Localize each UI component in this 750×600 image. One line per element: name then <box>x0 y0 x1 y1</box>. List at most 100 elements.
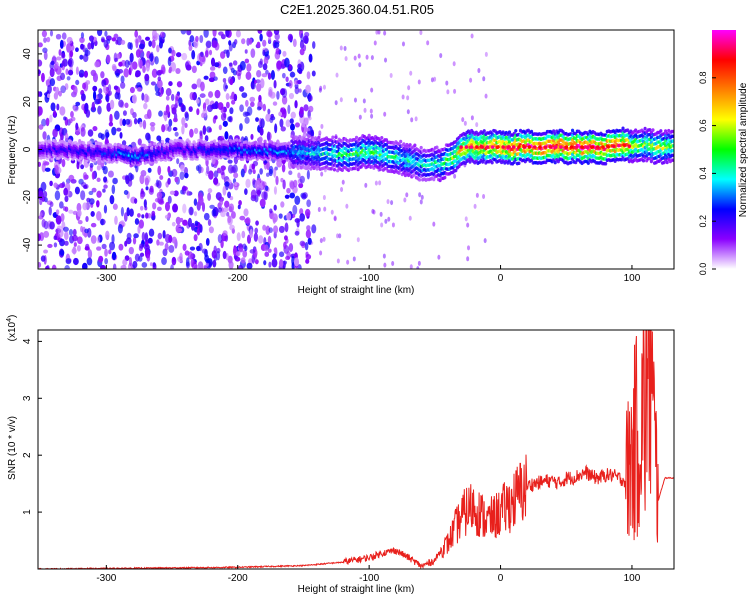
heatmap-cell <box>163 110 168 116</box>
heatmap-cell <box>386 199 390 205</box>
heatmap-cell <box>273 247 277 253</box>
heatmap-cell <box>290 111 296 119</box>
heatmap-cell <box>372 209 376 215</box>
heatmap-cell <box>333 215 337 221</box>
heatmap-cell <box>129 208 134 217</box>
heatmap-cell <box>231 99 236 105</box>
heatmap-cell <box>175 216 181 225</box>
heatmap-cell <box>239 85 245 92</box>
heatmap-cell <box>235 138 239 142</box>
heatmap-cell <box>527 145 532 149</box>
heatmap-cell <box>108 249 112 255</box>
heatmap-cell <box>300 32 304 42</box>
heatmap-cell <box>151 39 156 49</box>
heatmap-cell <box>49 221 55 230</box>
heatmap-cell <box>569 145 574 149</box>
heatmap-cell <box>249 249 256 254</box>
heatmap-cell <box>353 55 357 61</box>
heatmap-cell <box>469 145 474 149</box>
heatmap-cell <box>149 185 154 193</box>
heatmap-cell <box>193 211 198 217</box>
heatmap-cell <box>268 165 274 175</box>
x-tick-label: -300 <box>96 273 116 284</box>
heatmap-cell <box>269 91 276 99</box>
snr-y-label: SNR (10 * v/v) <box>7 416 18 480</box>
heatmap-cell <box>205 258 211 264</box>
snr-multiplier-base: (x10 <box>7 321 18 341</box>
heatmap-cell <box>197 261 204 269</box>
x-tick-label: 0 <box>498 273 504 284</box>
heatmap-cell <box>63 116 67 121</box>
heatmap-cell <box>143 244 150 251</box>
heatmap-cell <box>402 142 406 146</box>
heatmap-cell <box>90 40 95 50</box>
heatmap-cell <box>263 139 267 144</box>
heatmap-cell <box>84 102 89 112</box>
heatmap-cell <box>184 172 189 179</box>
heatmap-cell <box>280 177 284 183</box>
heatmap-cell <box>121 140 127 146</box>
heatmap-cell <box>75 122 79 131</box>
heatmap-cell <box>299 213 306 222</box>
heatmap-cell <box>391 222 395 228</box>
heatmap-cell <box>64 206 69 212</box>
heatmap-cell <box>75 47 79 52</box>
heatmap-cell <box>182 203 187 214</box>
heatmap-cell <box>201 202 206 212</box>
heatmap-cell <box>464 216 468 222</box>
heatmap-cell <box>100 71 105 79</box>
heatmap-cell <box>161 257 167 266</box>
heatmap-cell <box>222 120 228 127</box>
snr-multiplier-exponent: 4 <box>6 318 13 322</box>
heatmap-cell <box>69 50 74 58</box>
heatmap-cell <box>380 222 384 228</box>
heatmap-cell <box>184 112 190 122</box>
heatmap-cell <box>213 62 220 68</box>
heatmap-cell <box>124 102 129 109</box>
heatmap-cell <box>145 62 150 72</box>
heatmap-cell <box>62 58 68 67</box>
heatmap-cell <box>507 130 512 134</box>
x-tick-label: 0 <box>498 573 504 584</box>
heatmap-cell <box>92 90 97 101</box>
heatmap-cell <box>68 118 73 124</box>
heatmap-cell <box>175 52 182 58</box>
heatmap-cell <box>262 39 267 47</box>
heatmap-cell <box>49 201 54 208</box>
heatmap-cell <box>239 123 243 131</box>
heatmap-cell <box>61 158 66 168</box>
heatmap-cell <box>292 38 297 48</box>
heatmap-cell <box>303 117 309 126</box>
heatmap-cell <box>194 220 199 227</box>
heatmap-cell <box>346 259 350 265</box>
heatmap-cell <box>135 70 141 78</box>
heatmap-cell <box>253 232 258 242</box>
heatmap-cell <box>181 104 186 113</box>
heatmap-cell <box>242 243 247 250</box>
heatmap-cell <box>225 30 230 38</box>
heatmap-cell <box>306 169 310 180</box>
heatmap-cell <box>383 111 387 117</box>
heatmap-cell <box>301 193 307 200</box>
heatmap-cell <box>84 228 89 234</box>
heatmap-cell <box>105 230 110 240</box>
heatmap-cell <box>595 145 600 149</box>
heatmap-cell <box>132 111 137 119</box>
heatmap-cell <box>290 123 295 131</box>
heatmap-cell <box>38 124 44 130</box>
heatmap-cell <box>76 202 82 212</box>
heatmap-cell <box>120 220 125 226</box>
heatmap-cell <box>239 60 246 71</box>
heatmap-cell <box>278 259 284 268</box>
heatmap-cell <box>268 227 273 234</box>
heatmap-cell <box>116 53 121 60</box>
heatmap-cell <box>197 164 202 174</box>
heatmap-cell <box>468 160 472 164</box>
heatmap-cell <box>236 232 241 242</box>
heatmap-cell <box>117 223 123 234</box>
heatmap-cell <box>176 228 183 233</box>
heatmap-cell <box>506 145 511 149</box>
heatmap-cell <box>419 30 423 36</box>
heatmap-cell <box>224 200 230 208</box>
heatmap-cell <box>188 44 193 51</box>
